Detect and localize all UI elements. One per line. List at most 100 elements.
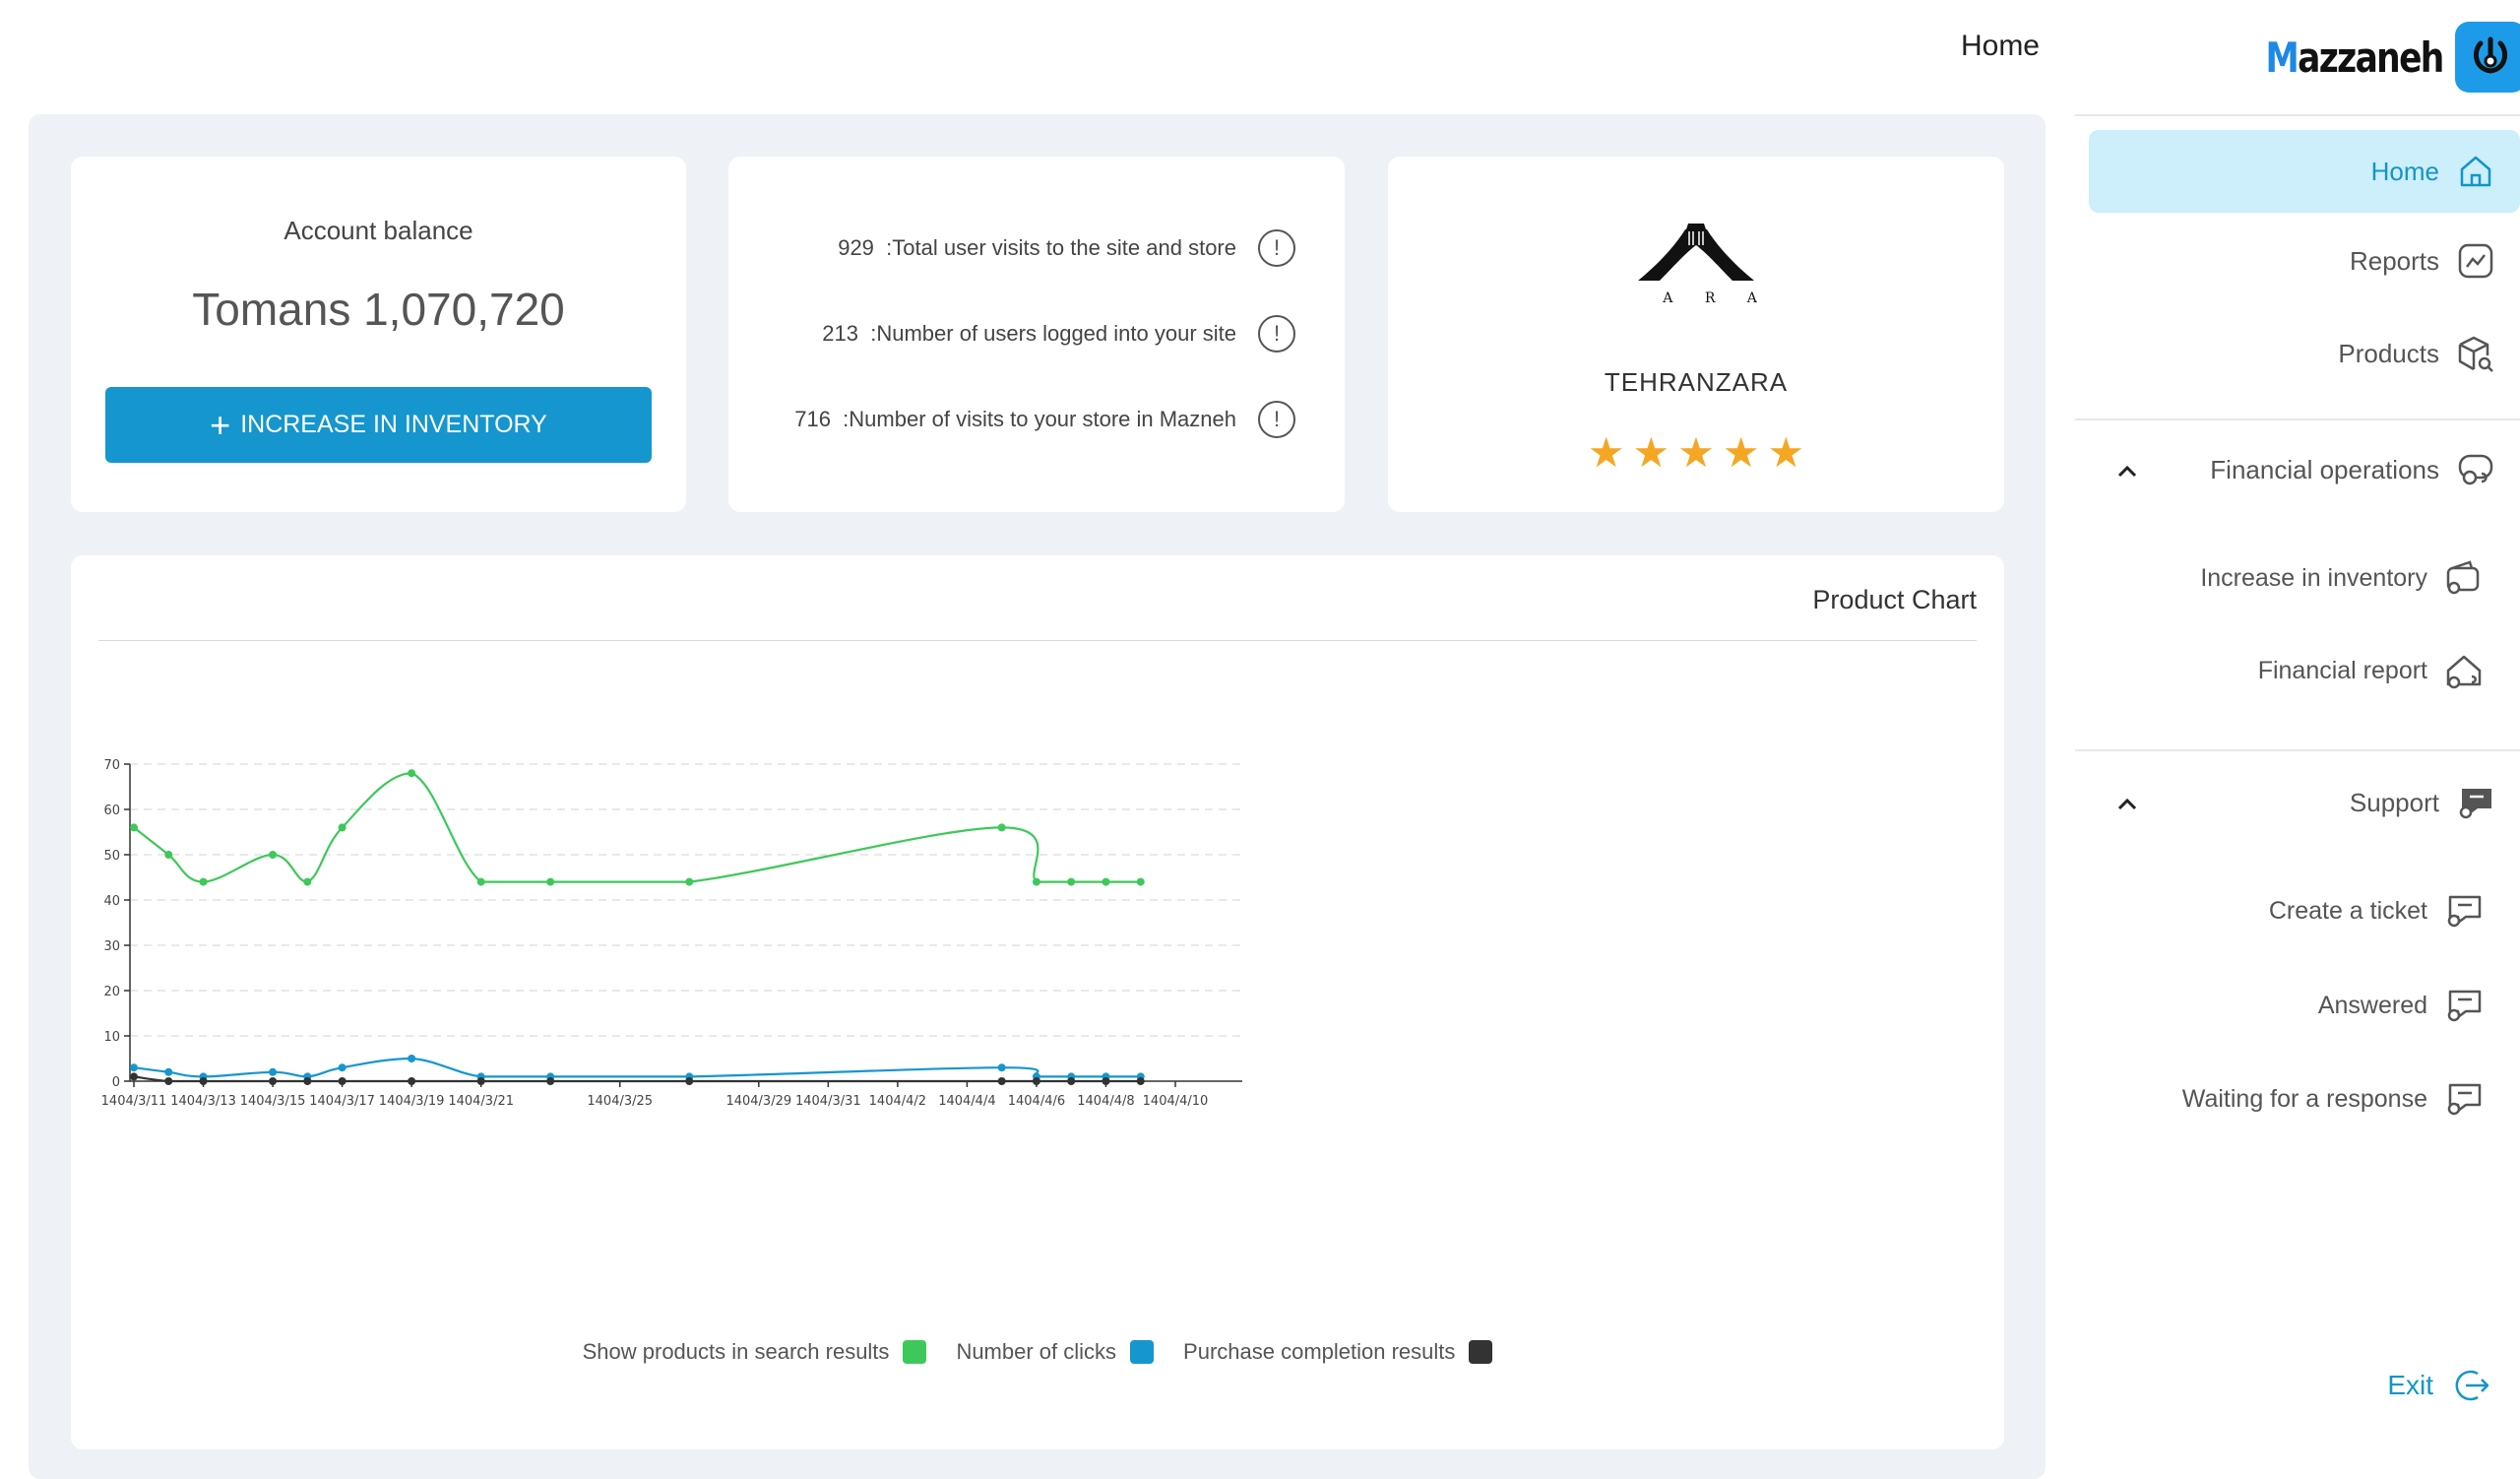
sidebar-item-answered[interactable]: Answered (2318, 985, 2485, 1026)
sidebar-item-financial-report[interactable]: Financial report (2258, 650, 2485, 691)
y-tick-label: 20 (103, 985, 120, 999)
stat-row: 213 :Number of users logged into your si… (822, 315, 1295, 353)
brand-initial: M (2265, 32, 2300, 82)
data-point (408, 769, 416, 778)
sidebar-item-create-ticket[interactable]: Create a ticket (2269, 890, 2485, 932)
series-line (133, 1075, 1141, 1083)
chevron-up-icon[interactable] (2116, 459, 2138, 484)
legend-item[interactable]: Show products in search results (583, 1339, 927, 1365)
product-line-chart: 0 10 20 30 40 50 60 70 1404/3/11 1404/3/13 1404/3/… (101, 758, 1242, 1109)
home-icon (2455, 151, 2496, 192)
logout-icon (2451, 1365, 2492, 1406)
y-tick-label: 0 (112, 1075, 120, 1090)
exit-button[interactable]: Exit (2387, 1365, 2492, 1406)
star-icon: ★ (1767, 429, 1805, 476)
data-point (338, 1063, 346, 1072)
data-point (199, 1077, 208, 1085)
waiting-chat-icon (2443, 1078, 2485, 1120)
x-tick-label: 1404/3/31 (795, 1094, 861, 1109)
brand-rest: azzaneh (2298, 32, 2444, 82)
chevron-up-icon[interactable] (2116, 792, 2138, 817)
sidebar-item-support[interactable]: Support (2350, 782, 2496, 823)
brand-logo[interactable]: Mazzaneh (2227, 22, 2520, 93)
data-point (476, 1077, 485, 1085)
data-point (269, 851, 278, 859)
increase-inventory-label: INCREASE IN INVENTORY (240, 411, 547, 438)
sidebar-item-financial-operations[interactable]: Financial operations (2210, 449, 2496, 490)
data-point (546, 877, 555, 886)
legend-item[interactable]: Number of clicks (956, 1339, 1155, 1365)
star-icon: ★ (1722, 429, 1760, 476)
data-point (408, 1055, 416, 1062)
balance-title: Account balance (284, 216, 473, 245)
data-point (685, 1077, 694, 1085)
stat-value: 929 (838, 235, 874, 260)
y-tick-label: 10 (103, 1030, 120, 1045)
sidebar-item-waiting-response[interactable]: Waiting for a response (2182, 1078, 2485, 1120)
legend-label: Purchase completion results (1183, 1339, 1456, 1364)
x-tick-label: 1404/4/2 (869, 1094, 926, 1109)
y-tick-label: 60 (103, 804, 120, 818)
data-point (1136, 877, 1145, 886)
data-point (303, 1077, 312, 1085)
sidebar-item-label: Support (2349, 787, 2439, 817)
data-point (476, 877, 485, 886)
financial-report-icon (2443, 650, 2485, 691)
info-icon[interactable]: ! (1258, 315, 1295, 353)
x-tick-label: 1404/3/21 (448, 1094, 514, 1109)
data-point (303, 877, 312, 886)
series-line (133, 772, 1141, 883)
info-icon[interactable]: ! (1258, 401, 1295, 438)
data-point (199, 877, 208, 886)
legend-label: Show products in search results (582, 1339, 890, 1364)
increase-inventory-button[interactable]: + INCREASE IN INVENTORY (105, 387, 652, 463)
info-icon[interactable]: ! (1258, 229, 1295, 267)
main-panel: Account balance Tomans 1,070,720 + INCRE… (29, 114, 2046, 1479)
star-icon: ★ (1632, 429, 1670, 476)
data-point (1102, 1077, 1110, 1085)
sidebar-item-home[interactable]: Home (2089, 130, 2520, 213)
stat-text: 929 :Total user visits to the site and s… (838, 235, 1236, 261)
store-logo-azadi-tower: Z A R A (1634, 224, 1757, 306)
sidebar: Home Reports Products Financial operatio… (2075, 114, 2520, 1479)
wallet-icon (2443, 557, 2485, 599)
balance-amount: Tomans 1,070,720 (192, 284, 565, 335)
sidebar-item-label: Reports (2349, 245, 2439, 276)
legend-label: Number of clicks (956, 1339, 1117, 1364)
coins-icon (2455, 449, 2496, 490)
legend-swatch (1469, 1340, 1493, 1364)
store-card: Z A R A TEHRANZARA ★ ★ ★ ★ ★ (1388, 157, 2004, 512)
x-tick-label: 1404/4/6 (1008, 1094, 1065, 1109)
support-chat-icon (2455, 782, 2496, 823)
x-tick-label: 1404/3/11 (101, 1094, 167, 1109)
data-point (130, 823, 138, 832)
data-point (997, 1077, 1006, 1085)
data-point (269, 1067, 278, 1076)
x-tick-label: 1404/4/4 (938, 1094, 995, 1109)
stat-label: :Number of users logged into your site (870, 321, 1236, 346)
legend-item[interactable]: Purchase completion results (1183, 1339, 1493, 1365)
stat-text: 213 :Number of users logged into your si… (822, 321, 1236, 347)
store-name: TEHRANZARA (1604, 367, 1789, 397)
sidebar-item-reports[interactable]: Reports (2350, 240, 2496, 282)
data-point (130, 1072, 138, 1081)
sidebar-divider (2075, 418, 2520, 420)
x-tick-label: 1404/3/25 (587, 1094, 653, 1109)
x-tick-label: 1404/3/15 (240, 1094, 306, 1109)
data-point (269, 1077, 278, 1085)
data-point (1136, 1077, 1145, 1085)
header-home-link[interactable]: Home (1960, 30, 2040, 62)
data-point (408, 1077, 416, 1085)
sidebar-item-increase-inventory[interactable]: Increase in inventory (2200, 557, 2485, 599)
sidebar-item-label: Create a ticket (2268, 896, 2427, 925)
sidebar-item-label: Increase in inventory (2200, 563, 2427, 592)
data-point (1032, 1077, 1040, 1085)
sidebar-item-products[interactable]: Products (2338, 333, 2496, 374)
answered-chat-icon (2443, 985, 2485, 1026)
data-point (1067, 1077, 1076, 1085)
series-line (133, 1057, 1141, 1078)
products-box-icon (2455, 333, 2496, 374)
sidebar-top-divider (2075, 114, 2520, 116)
brand-badge-icon (2454, 22, 2520, 93)
star-icon: ★ (1587, 429, 1625, 476)
